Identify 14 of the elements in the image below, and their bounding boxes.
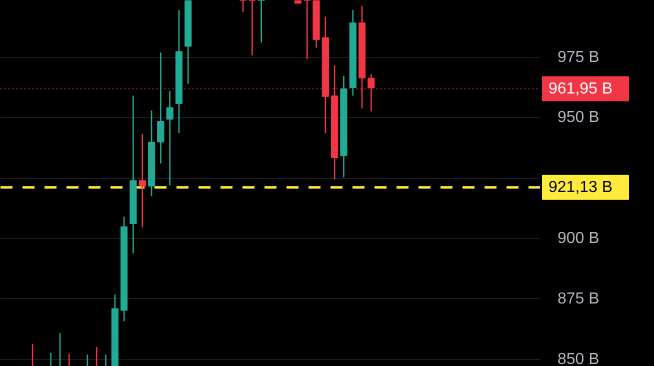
candlestick: [166, 90, 174, 186]
y-tick-label: 850 B: [558, 350, 600, 366]
candlestick: [239, 0, 247, 13]
candlestick: [258, 0, 265, 44]
y-tick-label: 950 B: [558, 109, 600, 126]
candlestick: [138, 133, 146, 228]
ref-line-label: 961,95 B: [548, 80, 613, 98]
candlestick: [304, 0, 311, 60]
y-tick-label: 975 B: [558, 48, 600, 66]
y-tick-label: 900 B: [558, 230, 600, 247]
ref-line-label: 921,13 B: [548, 178, 613, 196]
candlestick: [157, 52, 164, 164]
candlestick: [248, 0, 256, 56]
y-tick-label: 875 B: [558, 290, 600, 308]
